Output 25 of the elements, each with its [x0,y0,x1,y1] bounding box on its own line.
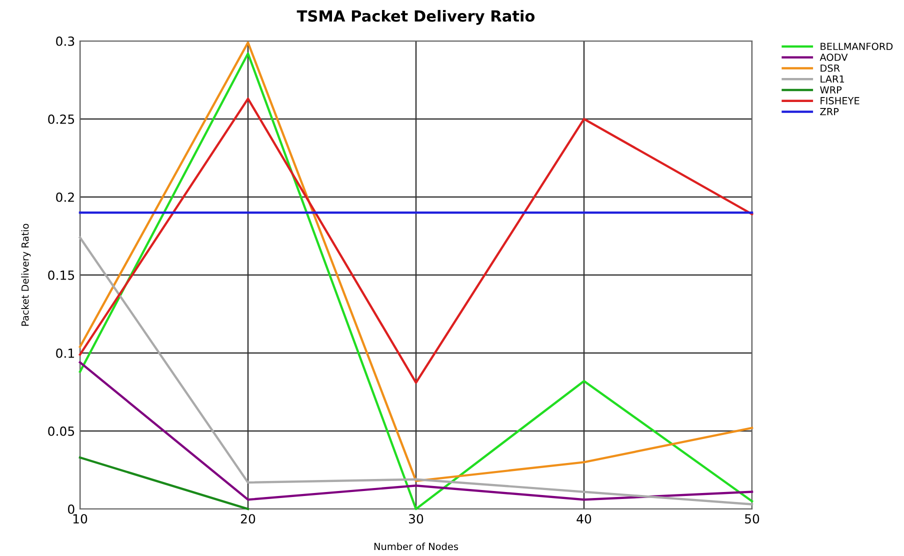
legend-label: DSR [820,64,840,72]
x-tick-label: 50 [745,514,760,524]
line-series [78,361,754,501]
x-tick-label: 30 [409,514,424,524]
y-tick-label: 0.2 [56,192,74,202]
y-tick-label: 0.1 [56,348,74,358]
y-tick-label: 0.3 [56,36,74,46]
x-tick-label: 10 [73,514,88,524]
y-tick-label: 0 [68,504,74,514]
chart-title: TSMA Packet Delivery Ratio [296,10,535,25]
legend-label: LAR1 [820,75,844,83]
line-series [78,98,754,384]
y-axis-title: Packet Delivery Ratio [21,224,31,326]
y-tick-label: 0.25 [48,114,74,124]
x-tick-label: 20 [240,514,256,524]
legend-label: ZRP [820,108,839,116]
legend-label: AODV [820,54,848,61]
y-tick-label: 0.05 [48,426,74,436]
x-axis-title: Number of Nodes [374,542,458,550]
x-tick-label: 40 [576,514,592,524]
legend-label: WRP [820,86,842,94]
y-tick-label: 0.15 [48,270,74,280]
legend-label: BELLMANFORD [820,42,893,50]
legend-label: FISHEYE [820,97,860,104]
line-series [78,236,754,506]
